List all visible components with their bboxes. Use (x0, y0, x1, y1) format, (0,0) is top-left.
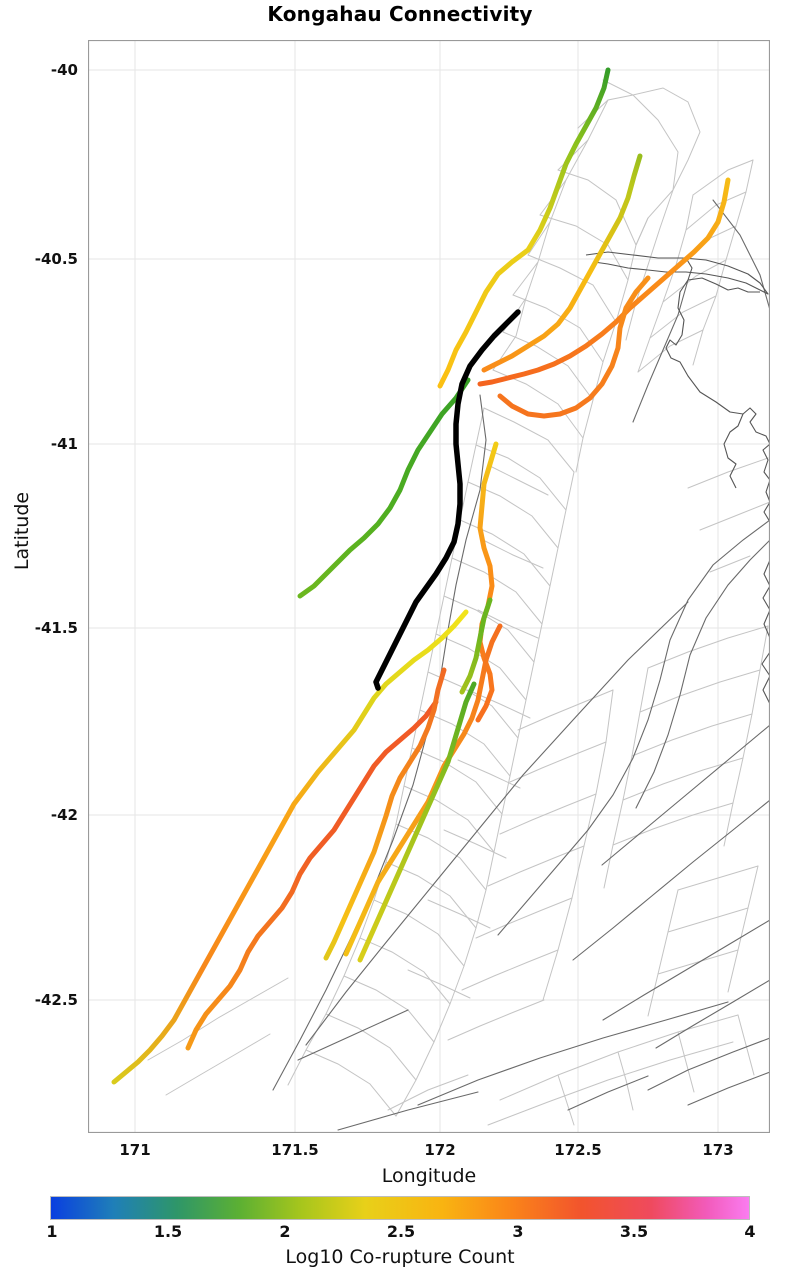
cbar-tick-1-5: 1.5 (153, 1222, 183, 1241)
x-axis-title: Longitude (381, 1165, 477, 1187)
x-tick-173: 173 (702, 1141, 734, 1159)
fault-trace-2 (475, 441, 499, 723)
cbar-tick-3-5: 3.5 (619, 1222, 649, 1241)
cbar-tick-3: 3 (512, 1222, 524, 1241)
source-fault-kongahau (373, 309, 521, 691)
plot-area (88, 40, 770, 1133)
y-tick-41: -41 (50, 435, 78, 453)
y-tick-42: -42 (50, 806, 78, 824)
colorbar-title: Log10 Co-rupture Count (285, 1246, 515, 1268)
fault-trace-11 (357, 681, 477, 963)
grid-lines (88, 40, 770, 1133)
cbar-tick-2: 2 (279, 1222, 291, 1241)
y-tick-40-5: -40.5 (34, 250, 78, 268)
x-tick-171-5: 171.5 (271, 1141, 319, 1159)
y-tick-41-5: -41.5 (34, 619, 78, 637)
x-tick-172-5: 172.5 (554, 1141, 602, 1159)
x-tick-172: 172 (424, 1141, 456, 1159)
y-tick-40: -40 (50, 61, 78, 79)
fault-trace-10 (459, 597, 493, 695)
colored-fault-traces (111, 67, 731, 1085)
y-tick-42-5: -42.5 (34, 991, 78, 1009)
cbar-tick-2-5: 2.5 (386, 1222, 416, 1241)
colorbar-gradient (50, 1196, 750, 1220)
fault-trace-8 (185, 699, 439, 1051)
x-tick-171: 171 (119, 1141, 151, 1159)
map-plot-svg (88, 40, 770, 1133)
y-axis-title: Latitude (11, 491, 33, 571)
cbar-tick-1: 1 (46, 1222, 58, 1241)
fault-trace-1 (437, 67, 611, 389)
fault-trace-5 (497, 275, 651, 419)
axes-frame (88, 40, 770, 1133)
fault-trace-3 (481, 153, 643, 373)
coastline (585, 251, 770, 705)
colorbar[interactable] (50, 1196, 750, 1220)
background-fault-traces (147, 79, 770, 1126)
chart-title: Kongahau Connectivity (267, 2, 533, 26)
cbar-tick-4: 4 (744, 1222, 756, 1241)
fault-trace-7 (111, 609, 469, 1085)
fault-trace-6 (297, 377, 471, 599)
fault-trace-9 (323, 667, 447, 961)
fault-trace-4 (477, 177, 731, 387)
